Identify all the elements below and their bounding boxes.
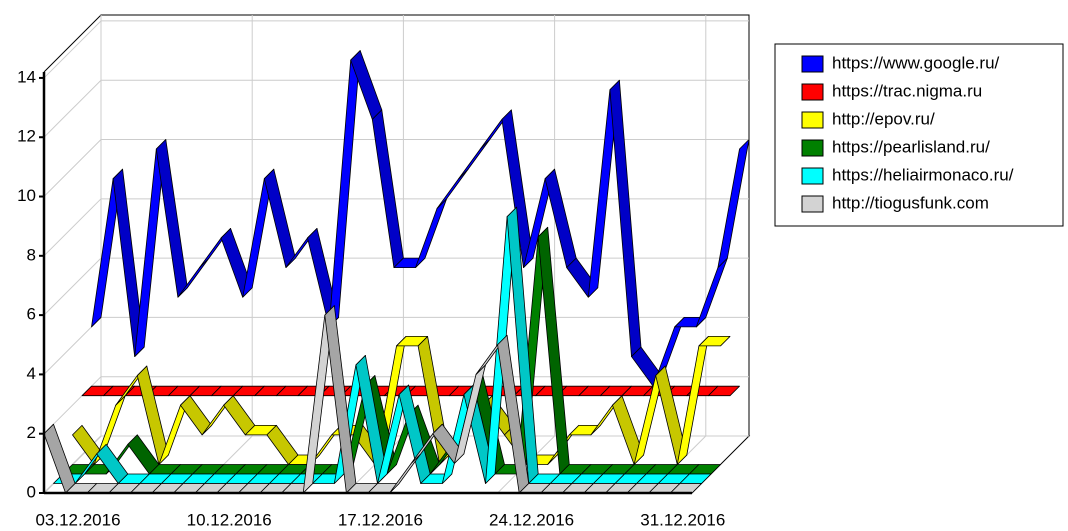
grid-line [43,139,102,197]
y-tick-label: 2 [27,423,36,442]
grid-line [43,257,102,316]
legend-swatch [801,139,824,157]
ribbon-segment [708,385,740,397]
x-tick-label: 10.12.2016 [187,510,272,529]
x-tick-label: 31.12.2016 [640,510,725,529]
y-tick-label: 4 [27,364,36,383]
grid-line [43,198,102,257]
y-tick-label: 8 [27,245,36,264]
x-tick-label: 17.12.2016 [338,510,423,529]
ribbon-segment [717,139,750,269]
legend-swatch [801,83,824,101]
legend-label: https://heliairmonaco.ru/ [832,165,1014,184]
ribbon-segment [698,336,731,347]
y-tick-label: 10 [17,186,36,205]
grid-line [43,20,102,79]
legend-label: http://tiogusfunk.com [832,193,989,212]
x-tick-label: 03.12.2016 [35,510,120,529]
legend-label: https://www.google.ru/ [832,53,1000,72]
legend-swatch [801,55,824,73]
y-tick-label: 12 [17,127,36,146]
grid-line [43,79,102,138]
legend-swatch [801,111,824,129]
legend-label: http://epov.ru/ [832,109,935,128]
left-wall-edge [43,14,102,73]
legend-swatch [801,195,824,213]
legend-label: https://trac.nigma.ru [832,81,982,100]
x-tick-label: 24.12.2016 [489,510,574,529]
y-tick-label: 6 [27,305,36,324]
y-tick-label: 14 [17,67,36,86]
legend-label: https://pearlisland.ru/ [832,137,990,156]
legend-swatch [801,167,824,185]
y-tick-label: 0 [27,482,36,501]
